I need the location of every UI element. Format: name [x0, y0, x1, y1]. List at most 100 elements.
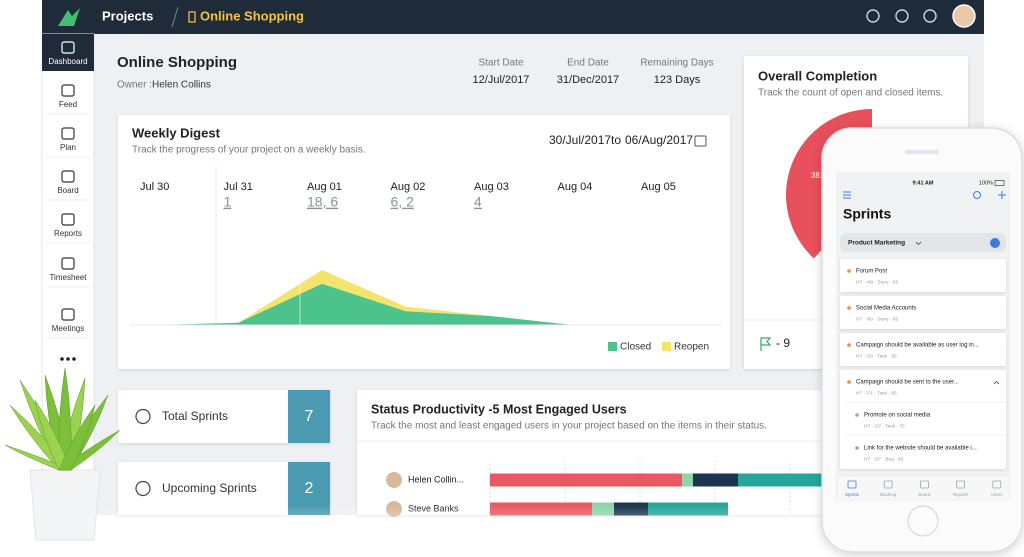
top-icon[interactable]: [866, 9, 880, 23]
sprint-icon: [135, 480, 151, 497]
search-icon: [973, 191, 981, 199]
chevron: [915, 241, 922, 245]
sprint-count: 7: [305, 408, 314, 425]
tab-label[interactable]: Reports: [953, 492, 970, 497]
task-title[interactable]: Campaign should be sent to the user...: [856, 380, 959, 386]
legend-label: Reopen: [674, 342, 709, 353]
owner-label: Owner :: [117, 80, 152, 91]
task-meta: H7 · I60 · Story · 65: [856, 316, 898, 322]
phone-time: 9:41 AM: [913, 180, 934, 186]
subtask-title[interactable]: Promote on social media: [864, 413, 931, 419]
collapse-chevron: [993, 381, 1000, 385]
nav-projects[interactable]: Projects: [102, 8, 153, 23]
card: [357, 390, 835, 515]
calendar-icon[interactable]: [694, 135, 707, 147]
tab-label[interactable]: Backlog: [880, 492, 897, 497]
project-icon: [188, 11, 196, 23]
pot: [29, 469, 101, 541]
sidebar-label[interactable]: Feed: [59, 100, 77, 109]
date-label: Start Date: [478, 58, 523, 69]
filter-pill[interactable]: [840, 233, 1006, 252]
sidebar-icon: [61, 170, 75, 183]
tab-icon: [883, 480, 893, 489]
task-title[interactable]: Social Media Accounts: [856, 306, 916, 312]
sprint-icon: [135, 408, 151, 425]
sidebar-label[interactable]: Reports: [54, 229, 82, 238]
tab-icon: [956, 480, 965, 489]
plant: [4, 367, 121, 541]
more-dot: [60, 357, 64, 361]
day-label: Aug 04: [558, 181, 593, 193]
bar-segment: [693, 473, 738, 487]
status-dot: [847, 269, 851, 273]
battery-icon: [994, 180, 1005, 186]
task-title[interactable]: Forum Post: [856, 269, 887, 275]
task-meta: H7 · I71 · Task · 65: [856, 390, 897, 396]
phone-speaker: [905, 150, 939, 154]
phone-battery: 100%: [979, 180, 993, 186]
filter-label[interactable]: Product Marketing: [848, 240, 905, 247]
task-card[interactable]: [840, 296, 1006, 329]
bar-segment: [490, 473, 682, 487]
day-label: Aug 02: [391, 181, 426, 193]
range-to: 06/Aug/2017: [625, 133, 693, 147]
user-avatar: [386, 472, 402, 488]
sprint-label: Total Sprints: [162, 409, 228, 423]
card-title: Status Productivity -5 Most Engaged User…: [371, 402, 627, 416]
status-dot: [855, 413, 859, 417]
user-name: Helen Collin...: [408, 474, 464, 484]
subtask-title[interactable]: Link for the website should be available…: [864, 446, 977, 452]
area-reopen: [238, 270, 489, 323]
date-value: 31/Dec/2017: [557, 74, 619, 86]
task-card[interactable]: [840, 259, 1006, 292]
day-value: 6, 2: [391, 194, 415, 210]
sidebar-icon: [61, 213, 75, 226]
sidebar-icon: [61, 41, 75, 54]
sprint-label: Upcoming Sprints: [162, 481, 257, 495]
date-label: Remaining Days: [640, 58, 713, 69]
status-dot: [847, 306, 851, 310]
bar-segment: [738, 473, 838, 487]
range-from: 30/Jul/2017: [549, 133, 611, 147]
task-card[interactable]: [840, 333, 1006, 366]
card-title: Overall Completion: [758, 68, 877, 83]
tab-icon: [992, 480, 1002, 489]
filter-dot: [990, 238, 1000, 248]
tab-label[interactable]: Sprints: [845, 492, 860, 497]
tab-icon: [920, 480, 929, 489]
status-dot: [847, 343, 851, 347]
task-title[interactable]: Campaign should be available as user log…: [856, 343, 979, 349]
sidebar-label[interactable]: Timesheet: [49, 273, 87, 282]
sidebar-label[interactable]: Board: [57, 186, 78, 195]
top-icon[interactable]: [923, 9, 937, 23]
sidebar-label[interactable]: Dashboard: [48, 57, 87, 66]
tab-label[interactable]: Users: [991, 492, 1004, 497]
separator: [171, 6, 179, 28]
task-meta: H7 · I20 · Task · 65: [856, 353, 897, 359]
day-label: Jul 31: [224, 181, 253, 193]
bar-segment: [682, 473, 693, 487]
phone-title: Sprints: [843, 206, 891, 222]
home-button[interactable]: [907, 505, 939, 537]
sidebar-label[interactable]: Meetings: [52, 324, 84, 333]
logo: [58, 8, 80, 26]
task-card[interactable]: [840, 370, 1006, 469]
day-label: Aug 05: [641, 181, 676, 193]
top-icon[interactable]: [895, 9, 909, 23]
avatar[interactable]: [952, 4, 976, 28]
sidebar-label[interactable]: Plan: [60, 143, 76, 152]
owner-name: Helen Collins: [152, 80, 211, 91]
phone: 9:41 AM 100% Sprints Product Marketing Forum…: [821, 127, 1023, 553]
range-to-label: to: [611, 133, 621, 147]
card-subtitle: Track the count of open and closed items…: [758, 88, 943, 99]
card-title: Weekly Digest: [132, 125, 221, 140]
card: [118, 115, 730, 369]
legend-swatch: [662, 342, 671, 351]
sidebar-icon: [61, 257, 75, 270]
tab-label[interactable]: Board: [918, 492, 931, 497]
card-subtitle: Track the most and least engaged users i…: [371, 421, 767, 432]
nav-project[interactable]: Online Shopping: [200, 8, 304, 23]
add-icon: [998, 191, 1006, 199]
day-label: Aug 01: [307, 181, 342, 193]
flag-icon: [760, 337, 772, 351]
